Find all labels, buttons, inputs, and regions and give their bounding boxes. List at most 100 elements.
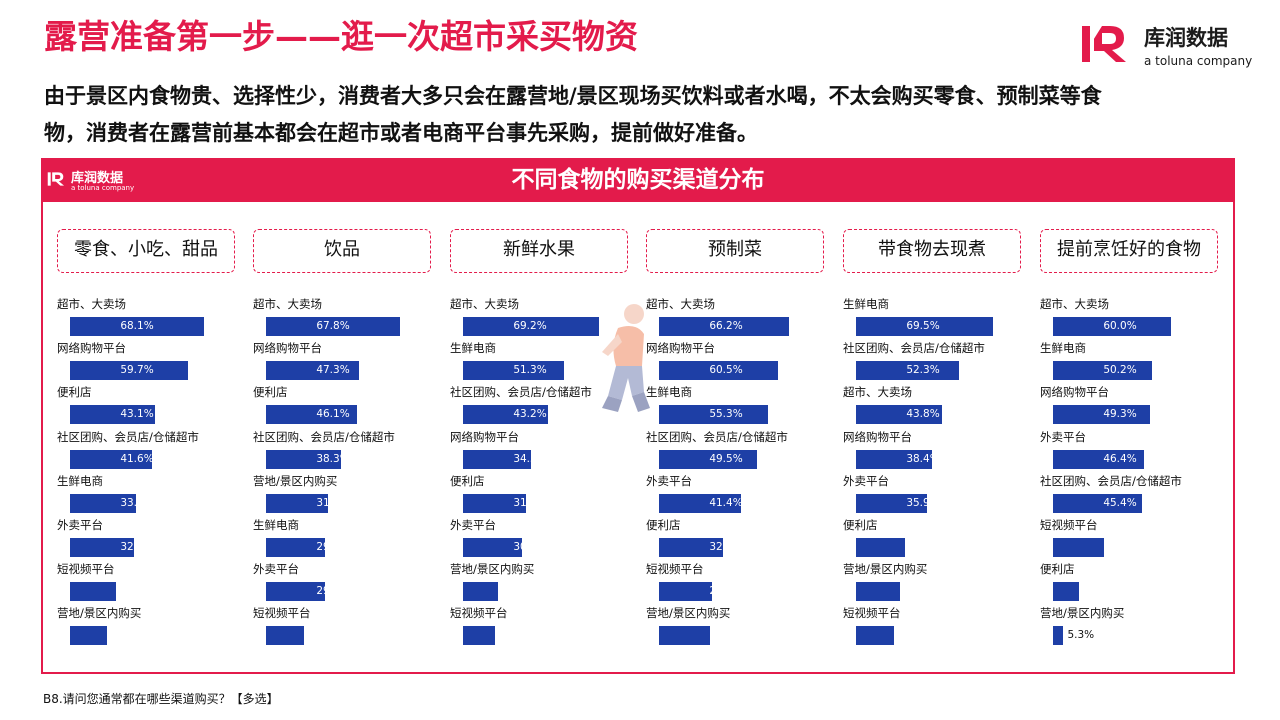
bar-value-label: 26.0% — [1053, 538, 1104, 557]
bar: 49.5% — [659, 449, 757, 469]
category-label: 生鲜电商 — [253, 518, 299, 532]
bar: 52.3% — [856, 361, 960, 381]
bar-value-label: 60.5% — [709, 364, 743, 377]
bar-value-label: 13.3% — [1053, 582, 1079, 601]
bar: 31.5% — [266, 493, 329, 513]
category-label: 生鲜电商 — [1040, 341, 1086, 356]
panel-logo: 库润数据 a toluna company — [47, 166, 147, 196]
bar: 38.4% — [856, 449, 932, 469]
bar-value-label: 66.2% — [709, 320, 743, 332]
category-label: 外卖平台 — [1040, 429, 1086, 444]
bar: 47.3% — [266, 361, 360, 381]
bar: 13.3% — [1053, 582, 1080, 602]
category-label: 网络购物平台 — [843, 429, 912, 444]
bar-value-label: 52.3% — [906, 364, 940, 377]
bar-value-label: 47.3% — [316, 364, 350, 377]
category-label: 网络购物平台 — [57, 341, 126, 356]
bar-value-label: 30.2% — [513, 541, 522, 553]
bar-value-label: 19.3% — [266, 626, 304, 645]
bar-value-label: 49.5% — [709, 452, 743, 465]
bar-value-label: 32.5% — [120, 541, 134, 553]
category-label: 超市、大卖场 — [57, 297, 126, 311]
bar-value-label: 46.1% — [316, 408, 350, 421]
bar: 16.4% — [463, 626, 496, 646]
brand-logo: 库润数据 a toluna company — [1080, 22, 1260, 72]
bar: 69.2% — [463, 317, 600, 336]
bar: 34.3% — [463, 449, 531, 469]
chart-title: 预制菜 — [646, 229, 824, 273]
category-label: 社区团购、会员店/仓储超市 — [253, 429, 395, 444]
panel-header: 库润数据 a toluna company 不同食物的购买渠道分布 — [43, 160, 1233, 202]
bar: 35.9% — [856, 493, 927, 513]
bar: 43.2% — [463, 405, 549, 425]
category-label: 便利店 — [646, 518, 681, 532]
bar-value-label: 31.5% — [316, 496, 329, 509]
page-subtitle: 由于景区内食物贵、选择性少，消费者大多只会在露营地/景区现场买饮料或者水喝，不太… — [44, 84, 1102, 145]
bar: 19.3% — [266, 626, 305, 646]
bar-value-label: 45.4% — [1103, 496, 1137, 509]
bar: 24.9% — [856, 538, 906, 557]
bar-value-label: 43.8% — [906, 408, 940, 421]
category-label: 营地/景区内购买 — [646, 606, 731, 621]
bar-value-label: 38.4% — [906, 452, 931, 465]
panel-title: 不同食物的购买渠道分布 — [511, 167, 765, 193]
bar: 19.3% — [856, 626, 895, 646]
chart-title: 提前烹饪好的食物 — [1040, 229, 1218, 273]
bar-value-label: 18.9% — [70, 626, 107, 645]
bar: 31.8% — [463, 493, 526, 513]
category-label: 营地/景区内购买 — [57, 606, 142, 621]
category-label: 便利店 — [843, 518, 878, 532]
bar-value-label: 41.6% — [120, 452, 152, 465]
bar: 68.1% — [70, 317, 205, 336]
bar: 41.4% — [659, 493, 741, 513]
category-label: 超市、大卖场 — [843, 385, 912, 400]
category-label: 生鲜电商 — [57, 473, 103, 488]
bar-value-label: 25.7% — [659, 626, 710, 645]
category-label: 短视频平台 — [57, 562, 115, 577]
bar: 33.7% — [70, 493, 137, 513]
category-label: 社区团购、会员店/仓储超市 — [450, 385, 592, 400]
category-label: 社区团购、会员店/仓储超市 — [646, 429, 788, 444]
bar: 43.1% — [70, 405, 155, 425]
bar: 69.5% — [856, 317, 993, 336]
bar-value-label: 34.3% — [513, 452, 531, 465]
category-label: 网络购物平台 — [646, 341, 715, 356]
page-title: 露营准备第一步——逛一次超市采买物资 — [44, 17, 638, 56]
bar: 50.2% — [1053, 361, 1152, 381]
category-label: 便利店 — [450, 473, 485, 488]
bar-value-label: 49.3% — [1103, 408, 1137, 421]
category-label: 短视频平台 — [450, 606, 508, 621]
panel-logo-tagline: a toluna company — [71, 184, 135, 192]
kr-logo-icon — [47, 172, 65, 186]
category-label: 营地/景区内购买 — [450, 562, 535, 577]
category-label: 社区团购、会员店/仓储超市 — [57, 429, 199, 444]
bar: 45.4% — [1053, 493, 1143, 513]
bar-value-label: 51.3% — [513, 364, 547, 377]
category-label: 社区团购、会员店/仓储超市 — [843, 341, 985, 356]
bar-value-label: 16.4% — [463, 626, 495, 645]
category-label: 短视频平台 — [646, 562, 704, 577]
bar: 46.1% — [266, 405, 357, 425]
category-label: 生鲜电商 — [450, 341, 496, 356]
bar: 26.0% — [1053, 538, 1105, 557]
bar-value-label: 5.3% — [1067, 629, 1095, 642]
bar: 60.0% — [1053, 317, 1172, 336]
bar: 23.5% — [70, 582, 117, 602]
category-label: 生鲜电商 — [646, 385, 692, 400]
category-label: 网络购物平台 — [253, 341, 322, 356]
category-label: 生鲜电商 — [843, 297, 889, 311]
bar-value-label: 59.7% — [120, 364, 154, 377]
category-label: 网络购物平台 — [450, 429, 519, 444]
bar-value-label: 46.4% — [1103, 452, 1137, 465]
bar-value-label: 22.5% — [856, 582, 900, 601]
bar: 25.7% — [659, 626, 710, 646]
bar-value-label: 29.9% — [316, 541, 325, 553]
bar: 59.7% — [70, 361, 188, 381]
bar: 22.5% — [856, 582, 901, 602]
category-label: 便利店 — [57, 385, 92, 400]
bar: 26.9% — [659, 582, 712, 602]
category-label: 外卖平台 — [646, 473, 692, 488]
bar-value-label: 29.9% — [316, 585, 325, 598]
category-label: 短视频平台 — [1040, 518, 1098, 532]
bar-value-label: 19.3% — [856, 626, 894, 645]
